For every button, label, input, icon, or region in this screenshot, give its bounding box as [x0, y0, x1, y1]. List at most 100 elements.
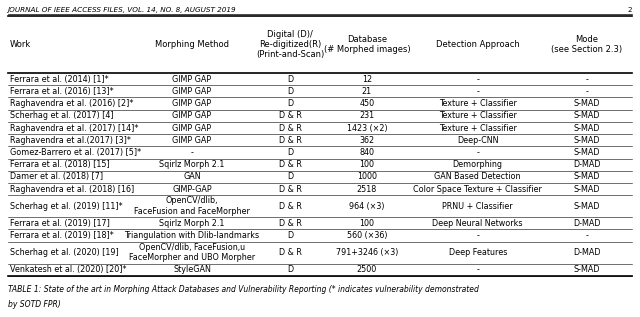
Text: D & R: D & R: [279, 219, 302, 228]
Text: D & R: D & R: [279, 124, 302, 133]
Text: by SOTD FPR): by SOTD FPR): [8, 300, 60, 308]
Text: -: -: [586, 74, 588, 84]
Text: Sqirlz Morph 2.1: Sqirlz Morph 2.1: [159, 219, 225, 228]
Text: D: D: [287, 99, 293, 108]
Text: 791+3246 (×3): 791+3246 (×3): [335, 248, 398, 257]
Text: -: -: [476, 148, 479, 157]
Text: D & R: D & R: [279, 202, 302, 211]
Text: D-MAD: D-MAD: [573, 219, 601, 228]
Text: Database
(# Morphed images): Database (# Morphed images): [324, 35, 410, 54]
Text: D: D: [287, 172, 293, 181]
Text: D & R: D & R: [279, 248, 302, 257]
Text: D: D: [287, 231, 293, 240]
Text: Sqirlz Morph 2.1: Sqirlz Morph 2.1: [159, 160, 225, 169]
Text: GIMP GAP: GIMP GAP: [172, 99, 211, 108]
Text: Ferrara et al. (2019) [18]*: Ferrara et al. (2019) [18]*: [10, 231, 114, 240]
Text: 450: 450: [359, 99, 374, 108]
Text: 2500: 2500: [356, 265, 377, 274]
Text: S-MAD: S-MAD: [574, 265, 600, 274]
Text: 362: 362: [359, 136, 374, 145]
Text: Raghavendra et al.(2017) [3]*: Raghavendra et al.(2017) [3]*: [10, 136, 131, 145]
Text: D-MAD: D-MAD: [573, 248, 601, 257]
Text: S-MAD: S-MAD: [574, 111, 600, 120]
Text: GIMP GAP: GIMP GAP: [172, 111, 211, 120]
Text: Color Space Texture + Classifier: Color Space Texture + Classifier: [413, 184, 542, 194]
Text: Texture + Classifier: Texture + Classifier: [439, 111, 516, 120]
Text: 21: 21: [362, 87, 372, 96]
Text: JOURNAL OF IEEE ACCESS FILES, VOL. 14, NO. 8, AUGUST 2019: JOURNAL OF IEEE ACCESS FILES, VOL. 14, N…: [8, 7, 236, 13]
Text: 1423 (×2): 1423 (×2): [346, 124, 387, 133]
Text: 1000: 1000: [357, 172, 377, 181]
Text: Texture + Classifier: Texture + Classifier: [439, 99, 516, 108]
Text: GIMP GAP: GIMP GAP: [172, 136, 211, 145]
Text: D-MAD: D-MAD: [573, 160, 601, 169]
Text: S-MAD: S-MAD: [574, 148, 600, 157]
Text: -: -: [476, 74, 479, 84]
Text: 231: 231: [359, 111, 374, 120]
Text: 964 (×3): 964 (×3): [349, 202, 385, 211]
Text: D & R: D & R: [279, 111, 302, 120]
Text: -: -: [476, 87, 479, 96]
Text: S-MAD: S-MAD: [574, 124, 600, 133]
Text: Scherhag et al. (2020) [19]: Scherhag et al. (2020) [19]: [10, 248, 119, 257]
Text: Digital (D)/
Re-digitized(R)
(Print-and-Scan): Digital (D)/ Re-digitized(R) (Print-and-…: [256, 29, 324, 59]
Text: Mode
(see Section 2.3): Mode (see Section 2.3): [552, 35, 623, 54]
Text: -: -: [476, 231, 479, 240]
Text: D: D: [287, 74, 293, 84]
Text: Ferrara et al. (2016) [13]*: Ferrara et al. (2016) [13]*: [10, 87, 114, 96]
Text: 2: 2: [628, 7, 632, 13]
Text: Raghavendra et al. (2018) [16]: Raghavendra et al. (2018) [16]: [10, 184, 134, 194]
Text: S-MAD: S-MAD: [574, 184, 600, 194]
Text: -: -: [586, 87, 588, 96]
Text: Ferrara et al. (2019) [17]: Ferrara et al. (2019) [17]: [10, 219, 110, 228]
Text: TABLE 1: State of the art in Morphing Attack Databases and Vulnerability Reporti: TABLE 1: State of the art in Morphing At…: [8, 285, 479, 294]
Text: GIMP-GAP: GIMP-GAP: [172, 184, 212, 194]
Text: GIMP GAP: GIMP GAP: [172, 87, 211, 96]
Text: Damer et al. (2018) [7]: Damer et al. (2018) [7]: [10, 172, 103, 181]
Text: Triangulation with Dlib-landmarks: Triangulation with Dlib-landmarks: [124, 231, 259, 240]
Text: Scherhag et al. (2017) [4]: Scherhag et al. (2017) [4]: [10, 111, 114, 120]
Text: D: D: [287, 265, 293, 274]
Text: Work: Work: [10, 40, 31, 49]
Text: -: -: [586, 231, 588, 240]
Text: 560 (×36): 560 (×36): [347, 231, 387, 240]
Text: OpenCV/dlib,
FaceFusion and FaceMorpher: OpenCV/dlib, FaceFusion and FaceMorpher: [134, 197, 250, 216]
Text: D: D: [287, 87, 293, 96]
Text: S-MAD: S-MAD: [574, 99, 600, 108]
Text: Texture + Classifier: Texture + Classifier: [439, 124, 516, 133]
Text: Venkatesh et al. (2020) [20]*: Venkatesh et al. (2020) [20]*: [10, 265, 127, 274]
Text: 100: 100: [359, 219, 374, 228]
Text: D: D: [287, 148, 293, 157]
Text: Deep Features: Deep Features: [449, 248, 507, 257]
Text: D & R: D & R: [279, 184, 302, 194]
Text: -: -: [476, 265, 479, 274]
Text: GIMP GAP: GIMP GAP: [172, 124, 211, 133]
Text: Raghavendra et al. (2017) [14]*: Raghavendra et al. (2017) [14]*: [10, 124, 138, 133]
Text: Ferrara et al. (2018) [15]: Ferrara et al. (2018) [15]: [10, 160, 110, 169]
Text: Ferrara et al. (2014) [1]*: Ferrara et al. (2014) [1]*: [10, 74, 109, 84]
Text: GAN Based Detection: GAN Based Detection: [435, 172, 521, 181]
Text: Demorphing: Demorphing: [452, 160, 503, 169]
Text: D & R: D & R: [279, 136, 302, 145]
Text: 840: 840: [359, 148, 374, 157]
Text: Deep-CNN: Deep-CNN: [457, 136, 499, 145]
Text: Gomez-Barrero et al. (2017) [5]*: Gomez-Barrero et al. (2017) [5]*: [10, 148, 141, 157]
Text: PRNU + Classifier: PRNU + Classifier: [442, 202, 513, 211]
Text: 2518: 2518: [356, 184, 377, 194]
Text: OpenCV/dlib, FaceFusion,u
FaceMorpher and UBO Morpher: OpenCV/dlib, FaceFusion,u FaceMorpher an…: [129, 243, 255, 262]
Text: Morphing Method: Morphing Method: [155, 40, 229, 49]
Text: 12: 12: [362, 74, 372, 84]
Text: Raghavendra et al. (2016) [2]*: Raghavendra et al. (2016) [2]*: [10, 99, 134, 108]
Text: -: -: [191, 148, 193, 157]
Text: Scherhag et al. (2019) [11]*: Scherhag et al. (2019) [11]*: [10, 202, 123, 211]
Text: D & R: D & R: [279, 160, 302, 169]
Text: 100: 100: [359, 160, 374, 169]
Text: S-MAD: S-MAD: [574, 202, 600, 211]
Text: Deep Neural Networks: Deep Neural Networks: [433, 219, 523, 228]
Text: StyleGAN: StyleGAN: [173, 265, 211, 274]
Text: GIMP GAP: GIMP GAP: [172, 74, 211, 84]
Text: Detection Approach: Detection Approach: [436, 40, 520, 49]
Text: S-MAD: S-MAD: [574, 136, 600, 145]
Text: S-MAD: S-MAD: [574, 172, 600, 181]
Text: GAN: GAN: [183, 172, 201, 181]
